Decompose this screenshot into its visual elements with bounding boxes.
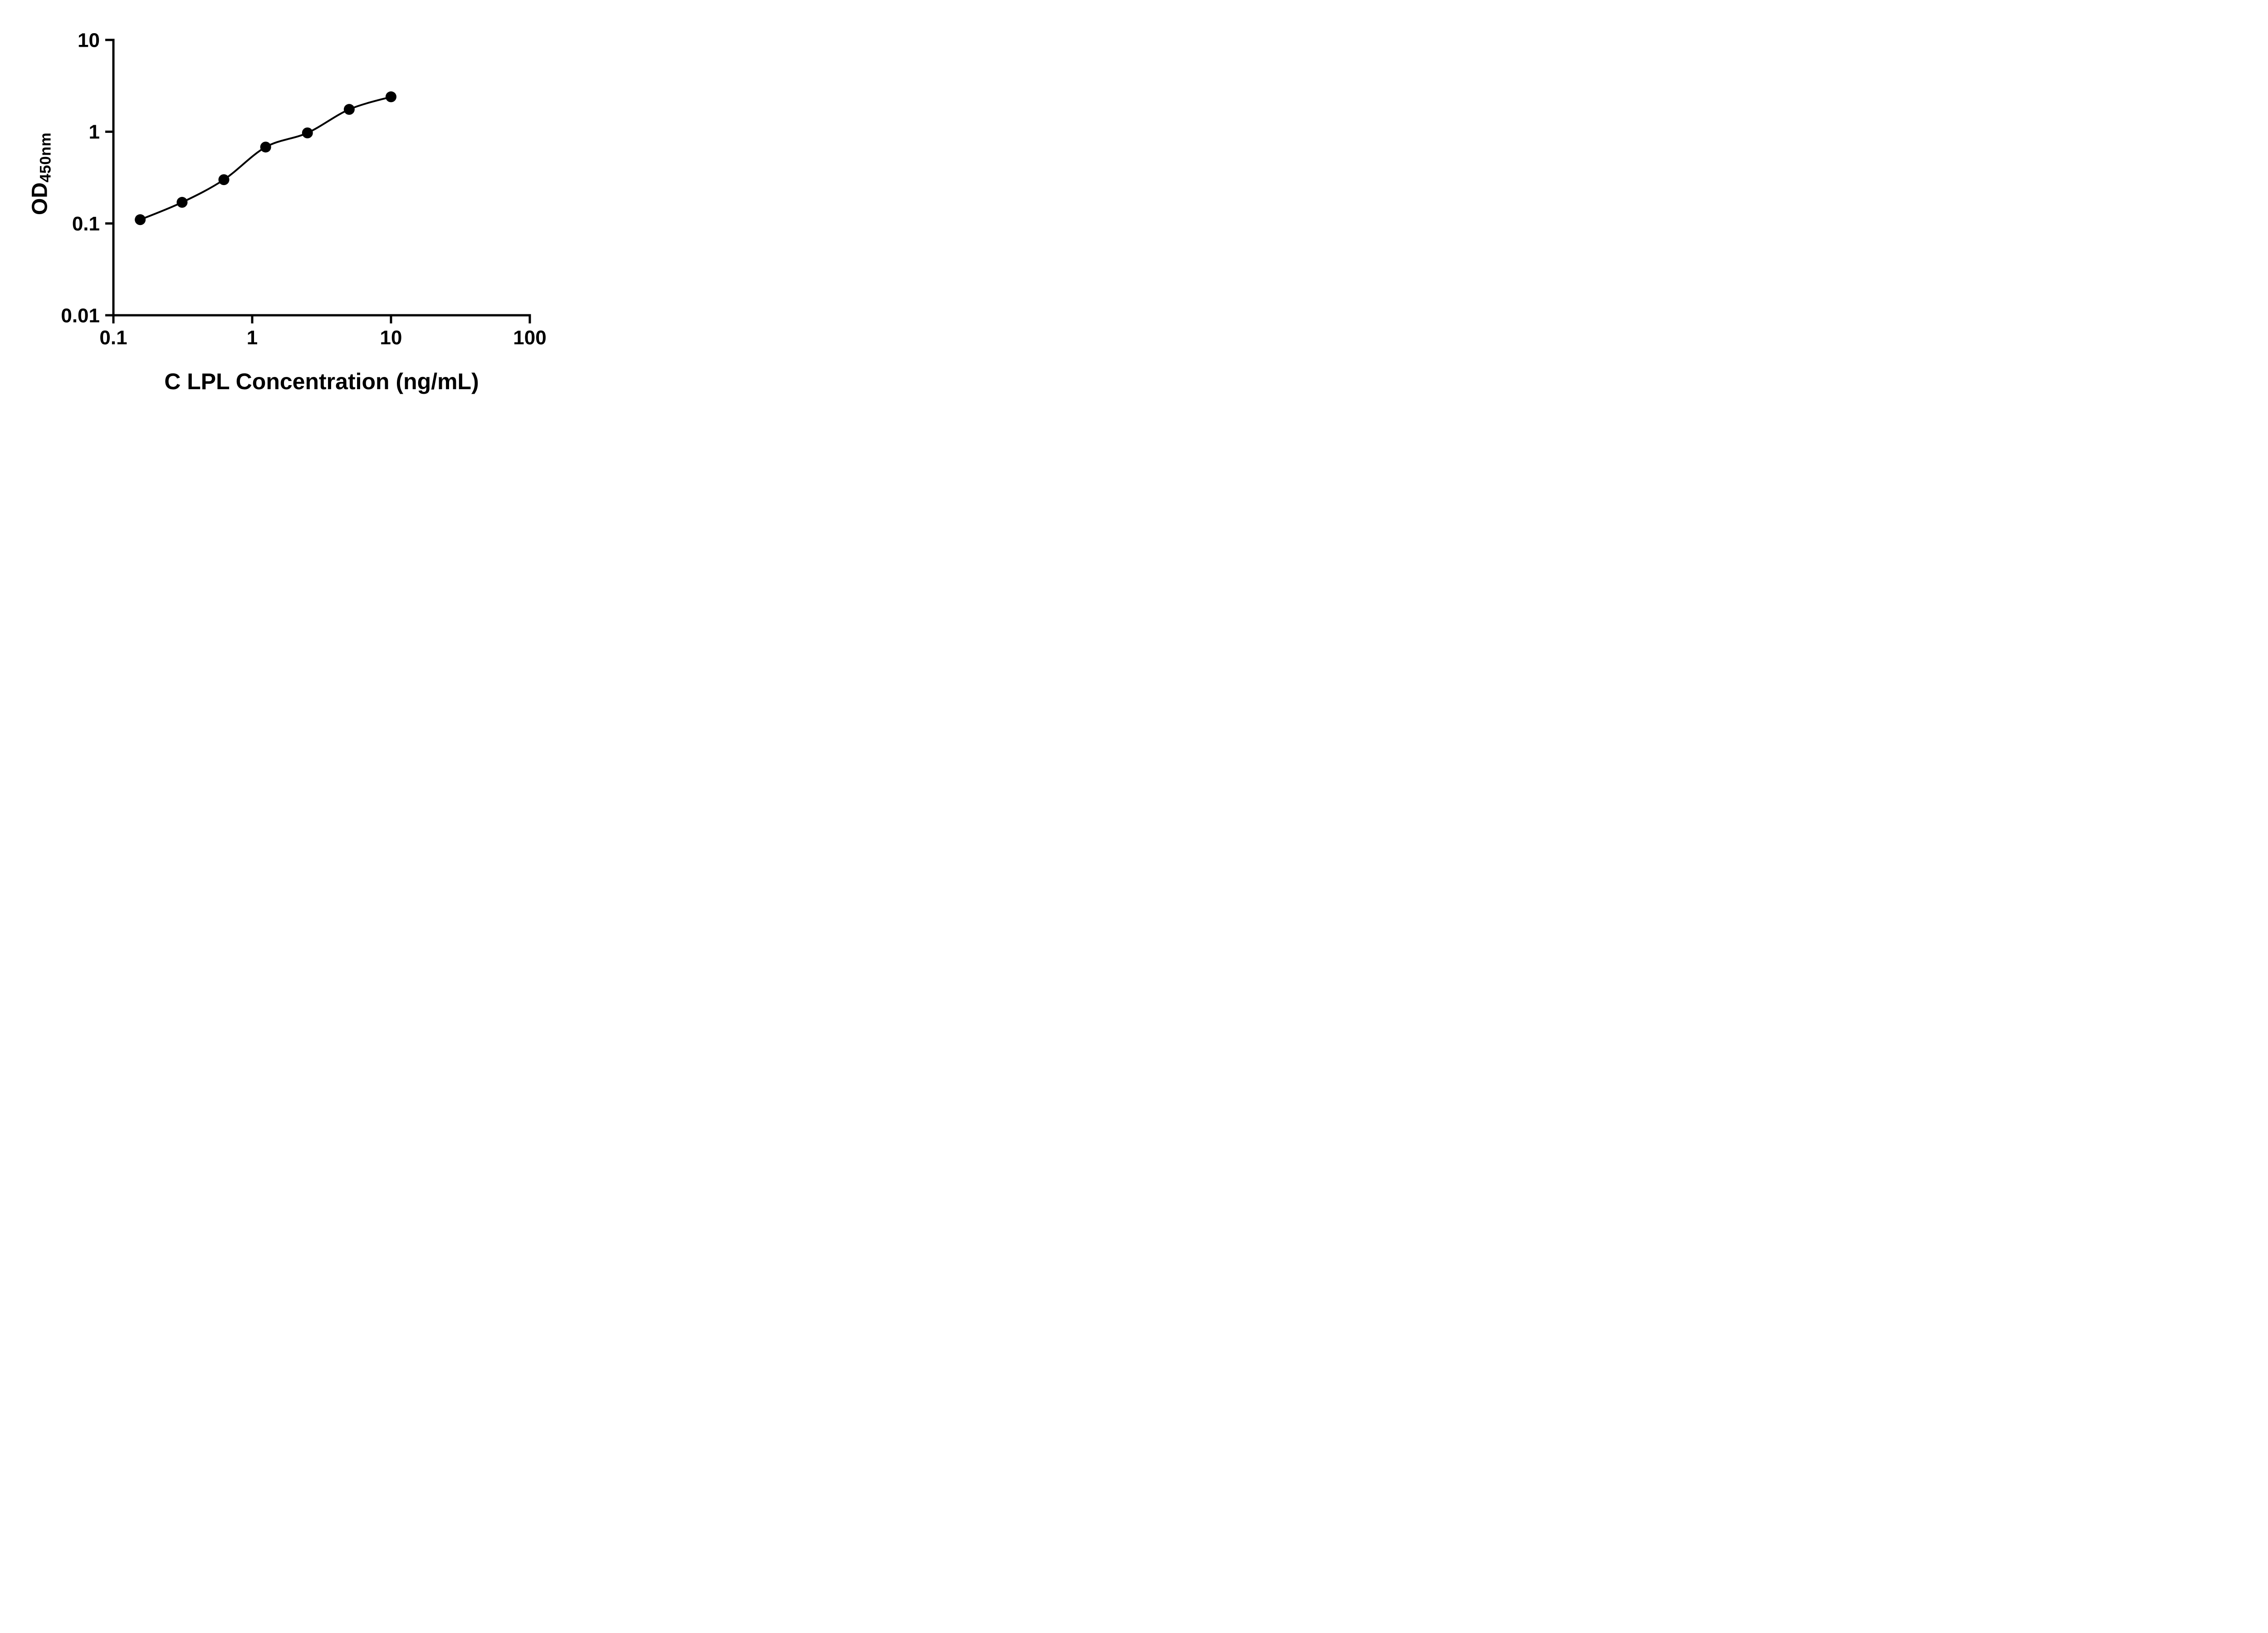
y-axis-title-main: OD [28,182,52,215]
x-tick-label: 1 [247,327,258,349]
data-point [260,142,271,153]
y-tick-label: 0.1 [72,213,100,235]
x-tick-label: 100 [513,327,546,349]
y-axis-title: OD450nm [28,132,54,215]
standard-curve-figure: 0.1 1 10 100 0.01 0.1 1 10 C LPL Concentration … [0,0,583,408]
data-point [386,91,396,103]
x-tick-label: 0.1 [99,327,127,349]
y-tick-label: 1 [89,121,100,143]
data-point [302,127,313,139]
data-point [218,174,230,186]
data-point [176,197,188,208]
data-point [343,104,355,115]
axis-lines [112,39,531,317]
y-tick-label: 10 [78,29,100,51]
y-tick-label: 0.01 [61,304,100,327]
y-axis-title-subscript: 450nm [37,132,54,183]
data-point [135,214,146,225]
x-axis-title: C LPL Concentration (ng/mL) [164,369,479,394]
x-tick-label: 10 [380,327,402,349]
